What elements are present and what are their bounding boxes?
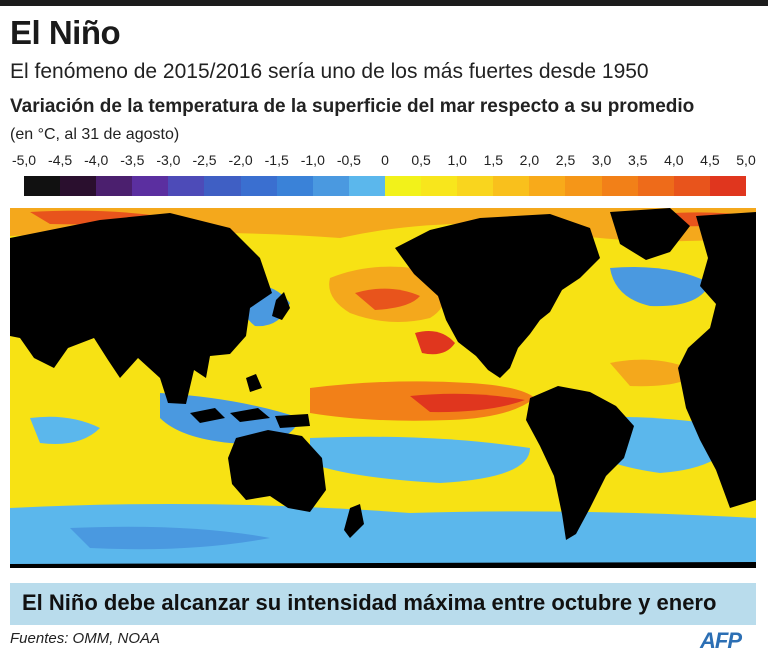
legend-swatch	[168, 176, 205, 196]
legend-swatch	[276, 176, 313, 196]
afp-logo: AFP	[700, 628, 742, 653]
legend-tick-label: -4,0	[84, 152, 109, 168]
el-nino-core	[410, 393, 525, 413]
cool-area-north-atlantic	[610, 267, 710, 307]
map-title: Variación de la temperatura de la superf…	[10, 96, 695, 117]
legend-tick-label: -1,0	[300, 152, 325, 168]
legend-swatch	[312, 176, 349, 196]
legend-tick-label: 4,5	[700, 152, 720, 168]
page-subtitle: El fenómeno de 2015/2016 sería uno de lo…	[10, 60, 649, 83]
sources-note: Fuentes: OMM, NOAA	[10, 630, 161, 647]
legend-tick-label: 2,5	[555, 152, 576, 168]
legend-swatch	[637, 176, 674, 196]
banner-text: El Niño debe alcanzar su intensidad máxi…	[22, 590, 717, 615]
legend-swatch	[673, 176, 710, 196]
legend-swatch	[457, 176, 494, 196]
land-antarctica	[10, 562, 756, 568]
legend-tick-label: -4,5	[48, 152, 73, 168]
land-north-america	[395, 214, 600, 378]
legend-tick-label: 5,0	[736, 152, 756, 168]
map-canvas	[10, 208, 756, 568]
land-new-zealand	[344, 504, 364, 538]
legend-tick-label: -1,5	[264, 152, 289, 168]
legend-tick-label: 3,0	[591, 152, 612, 168]
legend-swatch	[384, 176, 422, 196]
legend-swatch	[493, 176, 530, 196]
legend-tick-label: 4,0	[664, 152, 684, 168]
cool-area-south-pacific	[310, 436, 530, 483]
info-banner: El Niño debe alcanzar su intensidad máxi…	[10, 583, 756, 625]
top-bar	[0, 0, 768, 6]
land-greenland	[610, 208, 690, 260]
legend-swatch	[529, 176, 566, 196]
units-note: (en °C, al 31 de agosto)	[10, 126, 180, 143]
legend-tick-label: -2,5	[192, 152, 217, 168]
land-maritime-asia	[190, 374, 310, 428]
warm-spot-baja	[415, 330, 455, 355]
legend-tick-label: -3,5	[120, 152, 145, 168]
legend-swatch	[24, 176, 61, 196]
page-title: El Niño	[10, 14, 121, 51]
land-japan	[272, 292, 290, 320]
legend-swatch	[421, 176, 458, 196]
legend-tick-label: -5,0	[11, 152, 37, 168]
legend-swatch	[60, 176, 97, 196]
legend-tick-label: 2,0	[519, 152, 540, 168]
legend-color-bar	[24, 176, 746, 196]
land-australia	[228, 430, 326, 512]
warm-area-tropical-atlantic	[610, 359, 700, 387]
legend-tick-label: 3,5	[627, 152, 648, 168]
sst-anomaly-map	[10, 208, 756, 568]
legend-swatch	[240, 176, 277, 196]
legend-swatch	[565, 176, 602, 196]
land-south-america	[526, 386, 634, 540]
land-africa-europe	[678, 212, 756, 508]
legend-swatch	[709, 176, 746, 196]
legend-swatch	[96, 176, 133, 196]
cool-area-indian-ocean	[30, 416, 100, 444]
legend-tick-label: 1,5	[483, 152, 504, 168]
legend-ticks: -5,0 -4,5 -4,0 -3,5 -3,0 -2,5 -2,0 -1,5 -1,0 -0,5…	[10, 152, 756, 174]
legend-swatch	[132, 176, 169, 196]
color-legend: -5,0 -4,5 -4,0 -3,5 -3,0 -2,5 -2,0 -1,5 -1,0 -0,5…	[10, 152, 756, 202]
legend-tick-label: -3,0	[156, 152, 181, 168]
land-layer	[10, 208, 756, 568]
legend-tick-label: 1,0	[447, 152, 467, 168]
cool-patch-south-west	[70, 526, 270, 550]
land-eurasia	[10, 213, 272, 404]
legend-tick-label: -0,5	[336, 152, 361, 168]
legend-swatch	[601, 176, 638, 196]
legend-tick-label: 0	[381, 152, 389, 168]
legend-swatch	[348, 176, 385, 196]
warm-core-ne-pacific	[355, 288, 420, 310]
legend-swatch	[204, 176, 241, 196]
legend-tick-label: -2,0	[228, 152, 253, 168]
legend-tick-label: 0,5	[411, 152, 431, 168]
